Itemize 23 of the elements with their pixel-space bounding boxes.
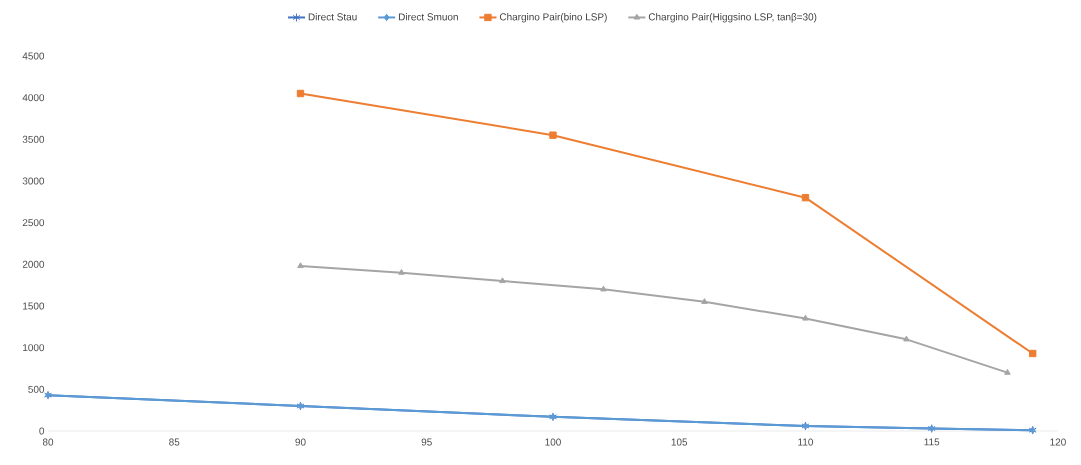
y-tick-label: 500 <box>28 385 45 393</box>
y-tick-label: 1500 <box>23 302 45 310</box>
y-tick-label: 2500 <box>22 219 45 227</box>
y-tick-label: 3000 <box>22 177 45 185</box>
y-tick-label: 1000 <box>23 344 45 352</box>
x-tick-label: 90 <box>295 438 306 446</box>
y-tick-label: 4500 <box>22 52 45 60</box>
y-tick-label: 3500 <box>22 135 45 143</box>
legend-label: Chargino Pair(Higgsino LSP, tanβ=30) <box>648 13 817 23</box>
x-tick-label: 120 <box>1050 438 1066 446</box>
x-tick-label: 80 <box>42 438 54 446</box>
x-tick-label: 115 <box>924 438 940 446</box>
y-tick-label: 0 <box>39 427 45 435</box>
legend-label: Direct Stau <box>308 13 357 21</box>
y-tick-label: 4000 <box>22 94 45 102</box>
x-tick-label: 100 <box>545 438 561 446</box>
y-tick-label: 2000 <box>22 260 45 268</box>
x-tick-label: 110 <box>798 438 814 446</box>
legend-label: Chargino Pair(bino LSP) <box>499 13 607 23</box>
x-tick-label: 95 <box>421 438 432 446</box>
x-tick-label: 85 <box>169 438 180 446</box>
legend-label: Direct Smuon <box>398 13 458 21</box>
x-tick-label: 105 <box>671 438 688 446</box>
